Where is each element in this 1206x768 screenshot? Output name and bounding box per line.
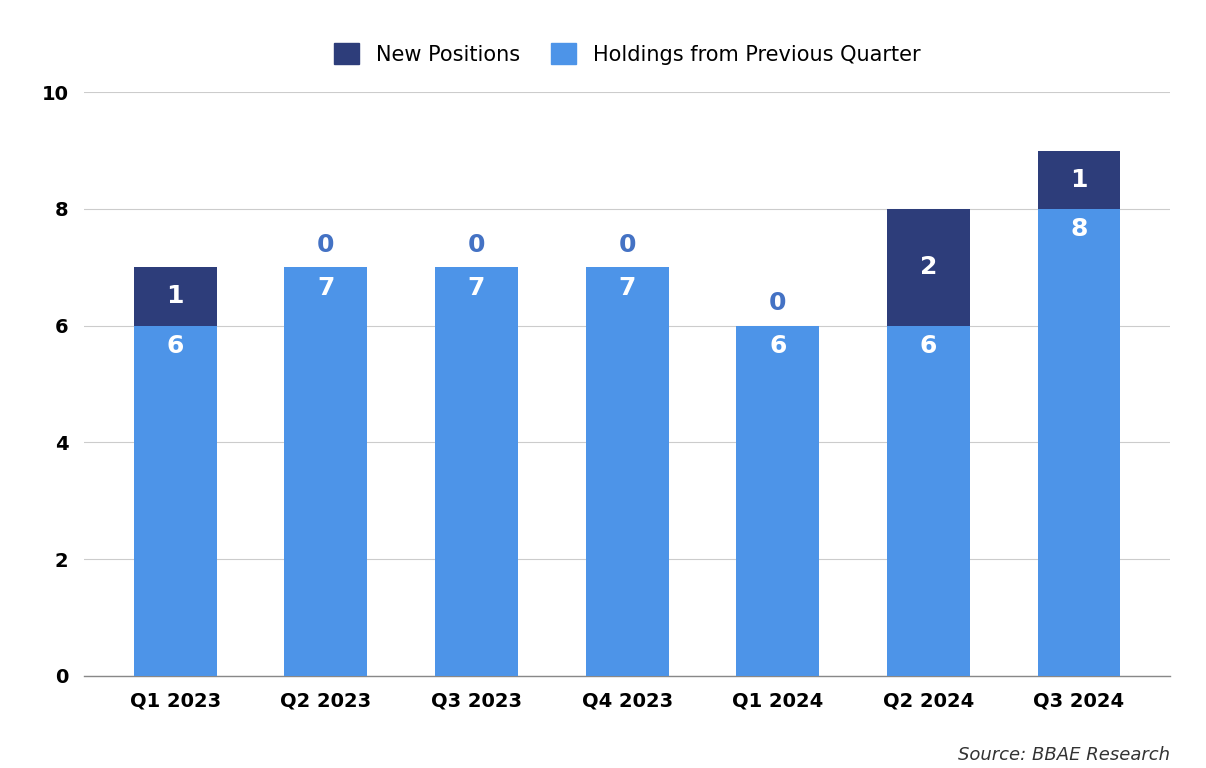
Text: 0: 0 [317, 233, 334, 257]
Bar [886, 209, 970, 326]
Text: 6: 6 [769, 334, 786, 358]
Bar [285, 267, 368, 676]
Text: 1: 1 [1070, 167, 1088, 192]
Text: 1: 1 [166, 284, 185, 309]
Text: 6: 6 [920, 334, 937, 358]
Bar [886, 326, 970, 676]
Text: 2: 2 [920, 255, 937, 280]
Bar [134, 326, 217, 676]
Text: 8: 8 [1071, 217, 1088, 241]
Bar [435, 267, 517, 676]
Text: 0: 0 [619, 233, 636, 257]
Bar [1037, 209, 1120, 676]
Legend: New Positions, Holdings from Previous Quarter: New Positions, Holdings from Previous Qu… [323, 32, 931, 75]
Bar [1037, 151, 1120, 209]
Text: 7: 7 [317, 276, 334, 300]
Bar [586, 267, 668, 676]
Text: 0: 0 [769, 291, 786, 315]
Text: 7: 7 [619, 276, 636, 300]
Text: 0: 0 [468, 233, 485, 257]
Bar [134, 267, 217, 326]
Text: 7: 7 [468, 276, 485, 300]
Bar [737, 326, 819, 676]
Text: Source: BBAE Research: Source: BBAE Research [958, 746, 1170, 764]
Text: 6: 6 [166, 334, 183, 358]
